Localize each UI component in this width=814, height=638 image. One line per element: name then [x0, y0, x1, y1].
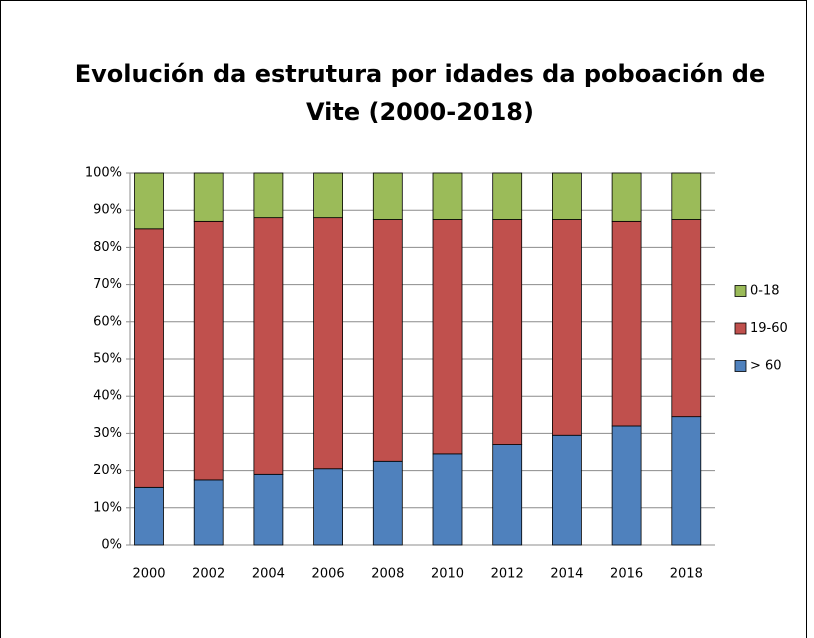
x-tick-label: 2014 [550, 567, 583, 582]
x-tick-label: 2008 [371, 567, 404, 582]
x-tick-label: 2000 [132, 567, 165, 582]
bar-segment [313, 468, 344, 546]
bar-segment [671, 416, 702, 546]
x-tick-label: 2006 [312, 567, 345, 582]
bar-segment [492, 172, 523, 220]
y-tick-label: 30% [93, 426, 122, 441]
y-tick-label: 90% [93, 203, 122, 218]
bar-segment [372, 172, 403, 220]
y-tick-label: 10% [93, 500, 122, 515]
bar-segment [611, 425, 642, 546]
bar-segment [432, 172, 463, 220]
bar-segment [134, 486, 164, 546]
y-tick-label: 60% [93, 314, 122, 329]
x-tick-label: 2018 [670, 567, 703, 582]
bar-segment [671, 219, 702, 418]
x-tick-label: 2010 [431, 567, 464, 582]
y-tick-label: 70% [93, 277, 122, 292]
bar-segment [134, 228, 164, 488]
legend-label: 19-60 [750, 321, 788, 336]
y-tick-label: 100% [85, 166, 122, 181]
x-tick-label: 2004 [252, 567, 285, 582]
bar-segment [193, 220, 224, 481]
x-tick-label: 2016 [610, 567, 643, 582]
y-tick-label: 40% [93, 389, 122, 404]
legend-label: > 60 [750, 359, 782, 374]
bar-segment [552, 172, 582, 220]
x-tick-label: 2012 [491, 567, 524, 582]
y-tick-label: 80% [93, 240, 122, 255]
legend-label: 0-18 [750, 284, 780, 299]
bar-segment [432, 453, 463, 546]
bar-segment [193, 479, 224, 546]
bar-segment [552, 219, 582, 436]
bar-segment [253, 217, 284, 475]
bar-segment [372, 460, 403, 546]
bar-segment [492, 444, 523, 546]
bar-segment [253, 172, 284, 219]
bar-segment [671, 172, 702, 220]
bar-segment [253, 473, 284, 546]
bar-segment [611, 220, 642, 427]
bar-segment [313, 172, 344, 219]
bar-segment [432, 219, 463, 455]
x-tick-label: 2002 [192, 567, 225, 582]
legend-swatch [734, 285, 747, 297]
legend-swatch [734, 322, 747, 335]
bar-segment [134, 172, 164, 230]
bar-segment [372, 219, 403, 462]
y-tick-label: 20% [93, 463, 122, 478]
legend-swatch [734, 360, 747, 372]
bar-segment [492, 219, 523, 445]
y-tick-label: 50% [93, 352, 122, 367]
chart-title: Evolución da estrutura por idades da pob… [74, 60, 766, 126]
bar-segment [611, 172, 642, 222]
bar-segment [313, 217, 344, 470]
bar-segment [552, 434, 582, 546]
bar-segment [193, 172, 224, 222]
y-tick-label: 0% [101, 538, 122, 553]
